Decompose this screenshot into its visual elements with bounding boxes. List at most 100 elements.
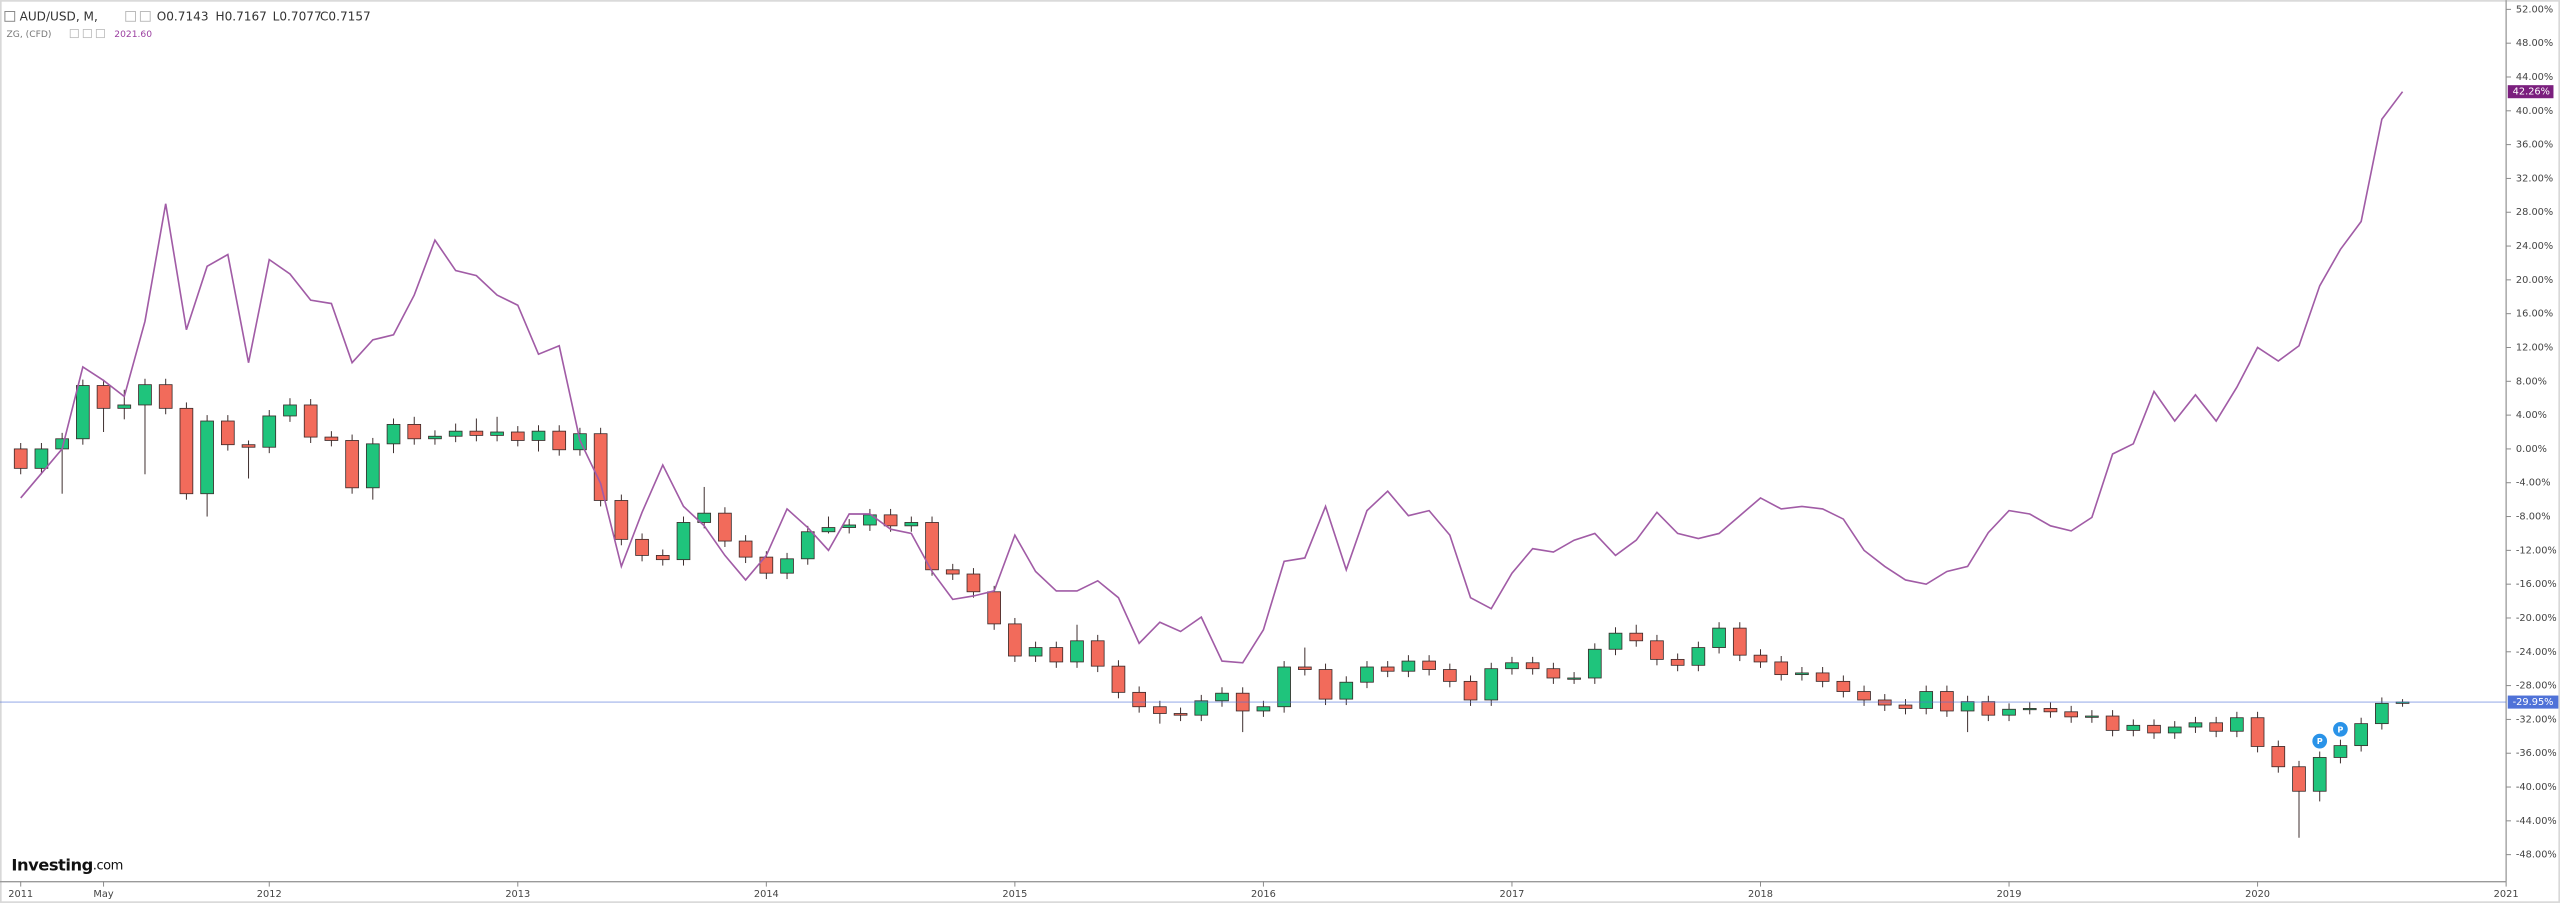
x-tick-label: 2011 (8, 889, 33, 900)
candle-body (241, 444, 256, 448)
candle-body (1629, 632, 1644, 642)
candle-body (2333, 745, 2348, 758)
y-tick-label: -8.00% (2516, 512, 2551, 523)
settings-icon[interactable] (125, 11, 136, 22)
y-tick-label: 48.00% (2516, 38, 2553, 49)
candle-body (1442, 669, 1457, 682)
candle-body (1049, 647, 1064, 663)
close-icon[interactable] (139, 11, 151, 22)
candle-body (76, 385, 90, 440)
candle-body (1670, 658, 1685, 666)
ohlc-high: H0.7167 (216, 10, 267, 24)
candle-body (13, 448, 28, 469)
x-tick-label: 2016 (1251, 889, 1276, 900)
indicator-icon[interactable] (95, 29, 105, 39)
indicator-label: 42.26% (2513, 87, 2550, 98)
candle-body (1194, 700, 1209, 716)
y-tick-label: -24.00% (2516, 647, 2557, 658)
candle-body (324, 436, 339, 441)
candle-body (2126, 724, 2141, 731)
y-tick-label: -4.00% (2516, 478, 2551, 489)
watermark-brand: Investing (11, 855, 92, 874)
candle-body (1360, 666, 1374, 683)
candle-body (1318, 669, 1333, 700)
candle-body (593, 433, 608, 501)
candle-body (2064, 711, 2079, 718)
candle-body (2250, 717, 2265, 747)
candle-body (1712, 627, 1726, 648)
candle-body (2022, 708, 2037, 711)
price-label-box (2507, 695, 2559, 709)
candle-body (966, 573, 981, 593)
indicator-icon[interactable] (82, 29, 92, 39)
candle-body (1774, 661, 1789, 676)
event-marker[interactable] (2333, 721, 2348, 737)
candle-body (200, 420, 214, 495)
candle-body (1587, 648, 1602, 679)
candle-body (1898, 704, 1913, 709)
candle-body (1422, 660, 1436, 670)
price-label: -29.95% (2513, 697, 2554, 708)
y-tick-label: -36.00% (2516, 748, 2557, 759)
indicator-label-box (2507, 85, 2554, 99)
candle-body (2354, 723, 2368, 747)
candle-body (780, 558, 794, 574)
y-tick-label: 0.00% (2516, 444, 2547, 455)
candle-body (1028, 647, 1043, 657)
candle-body (2209, 722, 2223, 732)
x-tick-label: 2013 (505, 889, 530, 900)
candle-body (1567, 677, 1581, 680)
candle-body (531, 430, 546, 441)
candle-body (1463, 680, 1478, 701)
candle-body (2375, 702, 2389, 725)
ohlc-close: C0.7157 (320, 10, 371, 24)
candle-body (1981, 701, 1996, 716)
candle-body (510, 431, 525, 441)
y-tick-label: -12.00% (2516, 545, 2557, 556)
candle-body (1153, 706, 1167, 714)
x-tick-label: 2012 (257, 889, 282, 900)
x-tick-label: 2020 (2245, 889, 2270, 900)
event-marker[interactable] (2312, 733, 2328, 749)
candle-body (1546, 668, 1561, 679)
candle-body (676, 522, 691, 561)
candle-body (987, 591, 1001, 625)
y-tick-label: -40.00% (2516, 782, 2557, 793)
candle-body (138, 384, 152, 406)
candle-body (635, 538, 649, 556)
x-tick-label: 2019 (1997, 889, 2022, 900)
header: AUD/USD, M, O0.7143 H0.7167 L0.7077 C0.7… (4, 10, 371, 40)
candle-body (800, 531, 815, 560)
candle-body (738, 540, 753, 558)
x-tick-label: 2014 (754, 889, 779, 900)
candle-body (1753, 654, 1768, 663)
x-tick-label: 2021 (2494, 889, 2519, 900)
candle-body (1277, 666, 1291, 708)
candle-body (718, 512, 732, 542)
candle-body (1691, 647, 1706, 666)
candle-body (759, 556, 774, 574)
candle-body (2292, 766, 2306, 792)
candle-body (1484, 668, 1499, 701)
candle-body (842, 524, 857, 528)
candle-body (386, 423, 401, 445)
candle-body (1339, 681, 1354, 700)
candle-body (1650, 640, 1664, 660)
indicator-value: 2021.60 (114, 30, 152, 40)
plot-area: PP (0, 91, 2507, 838)
candle-body (1401, 660, 1416, 672)
indicator-icon[interactable] (69, 29, 79, 39)
event-label: P (2317, 736, 2323, 746)
candle-body (1940, 691, 1954, 712)
candle-body (1608, 632, 1623, 650)
candle-body (2167, 726, 2182, 734)
collapse-icon[interactable] (4, 11, 16, 22)
candle-body (883, 514, 898, 527)
candle-body (1919, 691, 1934, 709)
candle-body (1732, 627, 1747, 656)
candle-body (158, 384, 173, 409)
candle-body (117, 404, 132, 409)
y-tick-label: 36.00% (2516, 140, 2553, 151)
candle-body (469, 430, 484, 436)
